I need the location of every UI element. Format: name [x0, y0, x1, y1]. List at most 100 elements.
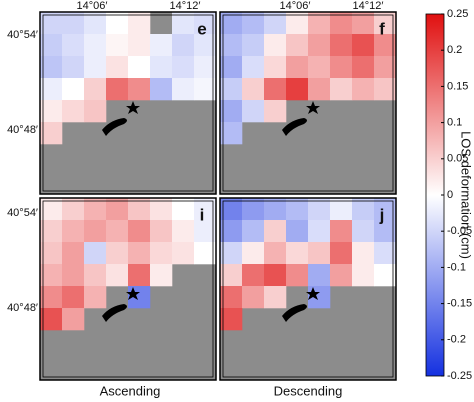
deformation-cell [40, 198, 63, 221]
deformation-cell [84, 34, 107, 57]
deformation-cell [352, 34, 375, 57]
deformation-cell [352, 264, 375, 287]
deformation-cell [330, 264, 353, 287]
deformation-cell [84, 56, 107, 79]
star [306, 101, 320, 114]
deformation-cell [62, 34, 85, 57]
deformation-cell [352, 220, 375, 243]
panel-letter: i [200, 205, 205, 224]
deformation-cell [106, 198, 129, 221]
deformation-cell [194, 242, 217, 265]
colorbar-tick-label: 0.1 [447, 117, 462, 129]
deformation-cell [172, 242, 195, 265]
deformation-cell [40, 78, 63, 101]
deformation-cell [286, 34, 309, 57]
star [126, 101, 140, 114]
deformation-cell [84, 100, 107, 123]
colorbar-tick-label: -0.15 [447, 298, 472, 310]
x-coordinate-label: 14°12′ [170, 0, 201, 12]
deformation-cell [286, 56, 309, 79]
deformation-cell [84, 78, 107, 101]
deformation-cell [194, 34, 217, 57]
deformation-cell [106, 34, 129, 57]
deformation-cell [128, 220, 151, 243]
deformation-cell [194, 220, 217, 243]
deformation-cell [242, 198, 265, 221]
colorbar-tick-label: -0.2 [447, 334, 466, 346]
deformation-cell [352, 56, 375, 79]
deformation-cell [308, 220, 331, 243]
deformation-cell [128, 12, 151, 35]
colorbar-tick-label: -0.1 [447, 261, 466, 273]
deformation-cell [220, 100, 243, 123]
deformation-cell [374, 242, 397, 265]
deformation-cell [106, 220, 129, 243]
deformation-cell [150, 78, 173, 101]
deformation-cell [84, 220, 107, 243]
deformation-cell [242, 100, 265, 123]
deformation-cell [220, 198, 243, 221]
deformation-cell [40, 122, 63, 145]
deformation-cell [286, 264, 309, 287]
deformation-cell [308, 78, 331, 101]
panel-frame [39, 197, 217, 381]
deformation-cell [264, 286, 287, 309]
deformation-cell [286, 220, 309, 243]
deformation-cell [40, 264, 63, 287]
star [306, 287, 320, 300]
coastline [102, 118, 127, 136]
deformation-cell [84, 12, 107, 35]
deformation-cell [106, 242, 129, 265]
panel-letter: j [379, 205, 385, 224]
deformation-cell [220, 12, 243, 35]
deformation-cell [106, 12, 129, 35]
deformation-cell [264, 100, 287, 123]
deformation-cell [242, 286, 265, 309]
deformation-cell [40, 242, 63, 265]
colorbar-tick-label: -0.05 [447, 225, 472, 237]
deformation-cell [172, 56, 195, 79]
deformation-cell [220, 264, 243, 287]
deformation-cell [150, 264, 173, 287]
deformation-cell [84, 264, 107, 287]
deformation-cell [150, 198, 173, 221]
star [126, 287, 140, 300]
coastline [102, 304, 127, 322]
colorbar-tick-label: 0.15 [447, 80, 468, 92]
panel-inner-frame [222, 200, 394, 378]
deformation-cell [128, 78, 151, 101]
deformation-cell [374, 78, 397, 101]
deformation-cell [172, 220, 195, 243]
deformation-cell [40, 34, 63, 57]
deformation-cell [330, 242, 353, 265]
deformation-cell [40, 56, 63, 79]
deformation-cell [40, 286, 63, 309]
deformation-cell [220, 34, 243, 57]
deformation-cell [128, 242, 151, 265]
deformation-cell [106, 56, 129, 79]
x-coordinate-label: 14°06′ [280, 0, 311, 12]
deformation-cell [84, 286, 107, 309]
deformation-cell [264, 264, 287, 287]
deformation-cell [194, 12, 217, 35]
deformation-cell [84, 198, 107, 221]
deformation-cell [242, 220, 265, 243]
deformation-cell [172, 198, 195, 221]
deformation-cell [62, 264, 85, 287]
deformation-cell [308, 12, 331, 35]
deformation-cell [62, 220, 85, 243]
column-label: Ascending [100, 383, 161, 398]
deformation-cell [264, 220, 287, 243]
colorbar-tick-label: -0.25 [447, 370, 472, 382]
panel-inner-frame [42, 200, 214, 378]
deformation-cell [128, 56, 151, 79]
deformation-cell [220, 308, 243, 331]
deformation-cell [286, 12, 309, 35]
deformation-cell [128, 264, 151, 287]
deformation-cell [308, 34, 331, 57]
colorbar-label: LOS deformation (cm) [459, 131, 474, 259]
deformation-cell [62, 308, 85, 331]
deformation-cell [264, 12, 287, 35]
colorbar-tick-label: 0.2 [447, 44, 462, 56]
